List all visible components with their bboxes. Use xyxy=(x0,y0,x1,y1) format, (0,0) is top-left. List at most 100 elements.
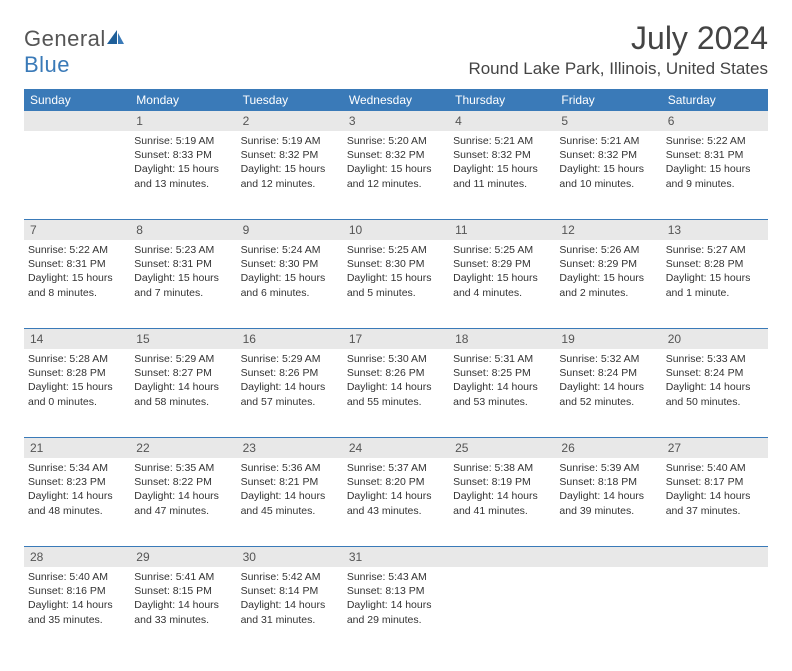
sunset-text: Sunset: 8:16 PM xyxy=(28,584,126,598)
day-content: Sunrise: 5:42 AMSunset: 8:14 PMDaylight:… xyxy=(237,567,343,633)
sunrise-text: Sunrise: 5:40 AM xyxy=(28,570,126,584)
day-cell xyxy=(555,567,661,655)
daylight-text-1: Daylight: 14 hours xyxy=(241,380,339,394)
daylight-text-1: Daylight: 15 hours xyxy=(347,162,445,176)
sunset-text: Sunset: 8:33 PM xyxy=(134,148,232,162)
day-number xyxy=(24,111,130,131)
sunset-text: Sunset: 8:31 PM xyxy=(134,257,232,271)
day-number: 10 xyxy=(343,220,449,240)
sunrise-text: Sunrise: 5:22 AM xyxy=(666,134,764,148)
sunrise-text: Sunrise: 5:28 AM xyxy=(28,352,126,366)
day-cell: Sunrise: 5:29 AMSunset: 8:27 PMDaylight:… xyxy=(130,349,236,437)
day-content: Sunrise: 5:38 AMSunset: 8:19 PMDaylight:… xyxy=(449,458,555,524)
day-cell xyxy=(449,567,555,655)
daylight-text-1: Daylight: 15 hours xyxy=(453,162,551,176)
day-cell: Sunrise: 5:19 AMSunset: 8:33 PMDaylight:… xyxy=(130,131,236,219)
day-content: Sunrise: 5:35 AMSunset: 8:22 PMDaylight:… xyxy=(130,458,236,524)
daylight-text-2: and 55 minutes. xyxy=(347,395,445,409)
day-content: Sunrise: 5:21 AMSunset: 8:32 PMDaylight:… xyxy=(555,131,661,197)
sunrise-text: Sunrise: 5:27 AM xyxy=(666,243,764,257)
daylight-text-1: Daylight: 15 hours xyxy=(134,162,232,176)
sunrise-text: Sunrise: 5:42 AM xyxy=(241,570,339,584)
day-cell: Sunrise: 5:38 AMSunset: 8:19 PMDaylight:… xyxy=(449,458,555,546)
daylight-text-1: Daylight: 15 hours xyxy=(453,271,551,285)
day-content: Sunrise: 5:22 AMSunset: 8:31 PMDaylight:… xyxy=(24,240,130,306)
week-row: Sunrise: 5:34 AMSunset: 8:23 PMDaylight:… xyxy=(24,458,768,546)
daylight-text-1: Daylight: 15 hours xyxy=(134,271,232,285)
daylight-text-2: and 7 minutes. xyxy=(134,286,232,300)
day-content: Sunrise: 5:25 AMSunset: 8:29 PMDaylight:… xyxy=(449,240,555,306)
day-number: 24 xyxy=(343,438,449,458)
daylight-text-1: Daylight: 15 hours xyxy=(559,162,657,176)
title-block: July 2024 Round Lake Park, Illinois, Uni… xyxy=(468,20,768,79)
calendar-page: GeneralBlue July 2024 Round Lake Park, I… xyxy=(0,0,792,671)
daylight-text-1: Daylight: 14 hours xyxy=(453,489,551,503)
daylight-text-1: Daylight: 14 hours xyxy=(134,598,232,612)
daynum-row: 28293031 xyxy=(24,547,768,568)
sunset-text: Sunset: 8:32 PM xyxy=(241,148,339,162)
daylight-text-1: Daylight: 14 hours xyxy=(559,380,657,394)
weekday-header: Sunday xyxy=(24,89,130,111)
day-number: 12 xyxy=(555,220,661,240)
daylight-text-2: and 41 minutes. xyxy=(453,504,551,518)
daynum-row: 78910111213 xyxy=(24,220,768,241)
day-number: 25 xyxy=(449,438,555,458)
weekday-header: Friday xyxy=(555,89,661,111)
sunrise-text: Sunrise: 5:26 AM xyxy=(559,243,657,257)
day-number: 8 xyxy=(130,220,236,240)
sunset-text: Sunset: 8:29 PM xyxy=(453,257,551,271)
day-content: Sunrise: 5:29 AMSunset: 8:26 PMDaylight:… xyxy=(237,349,343,415)
weekday-header: Wednesday xyxy=(343,89,449,111)
daylight-text-2: and 29 minutes. xyxy=(347,613,445,627)
daylight-text-1: Daylight: 14 hours xyxy=(347,598,445,612)
daylight-text-2: and 9 minutes. xyxy=(666,177,764,191)
day-content: Sunrise: 5:26 AMSunset: 8:29 PMDaylight:… xyxy=(555,240,661,306)
daylight-text-1: Daylight: 15 hours xyxy=(666,271,764,285)
day-cell: Sunrise: 5:33 AMSunset: 8:24 PMDaylight:… xyxy=(662,349,768,437)
daylight-text-2: and 35 minutes. xyxy=(28,613,126,627)
weekday-header: Monday xyxy=(130,89,236,111)
sunrise-text: Sunrise: 5:25 AM xyxy=(453,243,551,257)
brand-name: GeneralBlue xyxy=(24,26,125,78)
day-content: Sunrise: 5:36 AMSunset: 8:21 PMDaylight:… xyxy=(237,458,343,524)
day-cell: Sunrise: 5:36 AMSunset: 8:21 PMDaylight:… xyxy=(237,458,343,546)
sunset-text: Sunset: 8:18 PM xyxy=(559,475,657,489)
daylight-text-2: and 11 minutes. xyxy=(453,177,551,191)
brand-part2: Blue xyxy=(24,52,70,77)
day-number xyxy=(449,547,555,567)
day-number: 14 xyxy=(24,329,130,349)
day-number: 31 xyxy=(343,547,449,567)
day-content: Sunrise: 5:20 AMSunset: 8:32 PMDaylight:… xyxy=(343,131,449,197)
day-cell xyxy=(662,567,768,655)
daylight-text-2: and 48 minutes. xyxy=(28,504,126,518)
day-number: 26 xyxy=(555,438,661,458)
daylight-text-1: Daylight: 15 hours xyxy=(28,380,126,394)
daylight-text-2: and 33 minutes. xyxy=(134,613,232,627)
daylight-text-1: Daylight: 15 hours xyxy=(666,162,764,176)
daylight-text-1: Daylight: 15 hours xyxy=(241,271,339,285)
day-cell: Sunrise: 5:34 AMSunset: 8:23 PMDaylight:… xyxy=(24,458,130,546)
sunset-text: Sunset: 8:30 PM xyxy=(347,257,445,271)
sunset-text: Sunset: 8:24 PM xyxy=(559,366,657,380)
day-content: Sunrise: 5:25 AMSunset: 8:30 PMDaylight:… xyxy=(343,240,449,306)
month-title: July 2024 xyxy=(468,20,768,57)
day-content: Sunrise: 5:24 AMSunset: 8:30 PMDaylight:… xyxy=(237,240,343,306)
sunrise-text: Sunrise: 5:22 AM xyxy=(28,243,126,257)
day-number: 5 xyxy=(555,111,661,131)
sunrise-text: Sunrise: 5:33 AM xyxy=(666,352,764,366)
sunrise-text: Sunrise: 5:29 AM xyxy=(134,352,232,366)
day-cell: Sunrise: 5:25 AMSunset: 8:29 PMDaylight:… xyxy=(449,240,555,328)
daynum-row: 123456 xyxy=(24,111,768,131)
daylight-text-2: and 52 minutes. xyxy=(559,395,657,409)
sunrise-text: Sunrise: 5:29 AM xyxy=(241,352,339,366)
daylight-text-2: and 0 minutes. xyxy=(28,395,126,409)
day-number xyxy=(555,547,661,567)
daylight-text-2: and 39 minutes. xyxy=(559,504,657,518)
sunset-text: Sunset: 8:24 PM xyxy=(666,366,764,380)
day-cell: Sunrise: 5:40 AMSunset: 8:16 PMDaylight:… xyxy=(24,567,130,655)
weekday-header: Saturday xyxy=(662,89,768,111)
sunset-text: Sunset: 8:19 PM xyxy=(453,475,551,489)
day-content: Sunrise: 5:33 AMSunset: 8:24 PMDaylight:… xyxy=(662,349,768,415)
day-content: Sunrise: 5:32 AMSunset: 8:24 PMDaylight:… xyxy=(555,349,661,415)
daylight-text-2: and 50 minutes. xyxy=(666,395,764,409)
